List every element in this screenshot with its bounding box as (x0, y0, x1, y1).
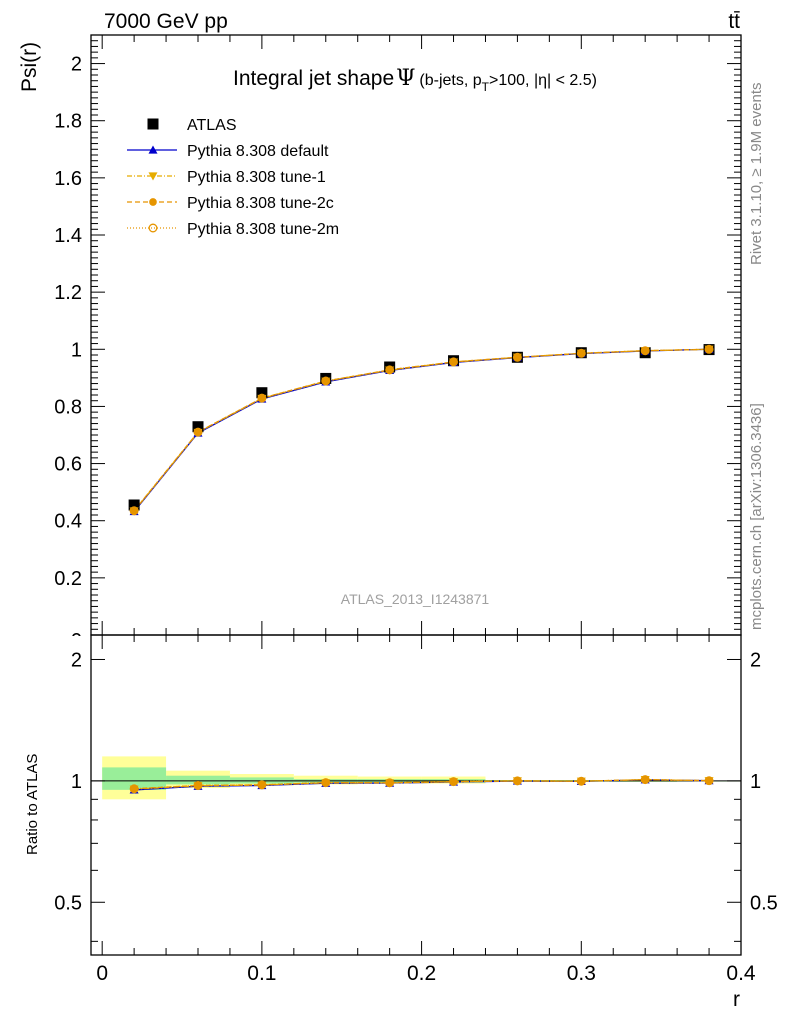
circle-marker (385, 366, 394, 374)
ratio-tick-label-right: 0.5 (750, 892, 778, 914)
y-tick-label: 1.2 (54, 282, 82, 304)
header-right: tt̄ (728, 10, 740, 33)
circle-marker (321, 377, 330, 385)
chart-title: Integral jet shapeΨ (b-jets, pT>100, |η| … (233, 66, 597, 94)
circle-marker (130, 506, 138, 515)
ratio-tick-label-right: 1 (750, 771, 761, 793)
x-tick-label: 0 (96, 962, 108, 985)
analysis-watermark: ATLAS_2013_I1243871 (341, 591, 490, 607)
open-circle-marker (449, 357, 459, 367)
circle-marker (641, 346, 650, 355)
open-circle-marker (704, 776, 714, 786)
legend-label: ATLAS (187, 117, 237, 134)
circle-marker (449, 777, 458, 786)
axis-ticks: 0 0.1 0.2 0.3 0.4 0.2 0.4 0.6 0.8 1 1.2 1.4 1.6 1.8 2 0… (54, 34, 778, 985)
y-axis-label: Psi(r) (18, 42, 41, 92)
open-circle-marker (385, 778, 395, 788)
y-tick-label: 0.8 (54, 396, 82, 418)
circle-marker (513, 353, 522, 362)
x-tick-label: 0.3 (567, 962, 596, 985)
circle-marker (194, 781, 202, 790)
square-marker (256, 387, 268, 399)
ratio-tick-label-left: 0.5 (54, 892, 82, 914)
circle-marker (449, 358, 458, 366)
circle-marker (258, 394, 266, 402)
open-circle-marker (129, 784, 139, 794)
legend-label: Pythia 8.308 tune-2c (187, 195, 334, 212)
circle-marker (130, 784, 138, 793)
triangle-up-marker (148, 145, 158, 154)
legend-label: Pythia 8.308 tune-2m (187, 221, 339, 238)
open-circle-marker (704, 344, 714, 354)
series-line (133, 348, 710, 512)
y-tick-label: 1.6 (54, 168, 82, 190)
open-circle-marker (193, 781, 203, 790)
data-markers (128, 344, 715, 794)
open-circle-marker (576, 776, 586, 786)
x-tick-label: 0.2 (407, 962, 436, 985)
y-zero-clip (60, 636, 90, 650)
open-circle-marker (193, 427, 203, 437)
open-circle-marker (640, 775, 650, 785)
circle-marker (705, 776, 713, 785)
ratio-band-stat (102, 767, 167, 790)
open-circle-marker (321, 778, 331, 788)
square-marker (128, 499, 140, 511)
square-marker (147, 118, 159, 130)
open-circle-marker (449, 777, 459, 787)
x-tick-label: 0.1 (247, 962, 276, 985)
x-axis-label: r (733, 988, 740, 1011)
y-tick-label: 1.4 (54, 225, 82, 247)
x-tick-label: 0.4 (726, 962, 756, 985)
triangle-down-marker (148, 172, 158, 181)
open-circle-marker (385, 365, 395, 375)
series-line (133, 348, 710, 512)
open-circle-marker (512, 352, 522, 362)
legend: ATLAS Pythia 8.308 default Pythia 8.308 tu… (127, 117, 339, 238)
y-tick-label: 0.2 (54, 568, 82, 590)
open-circle-marker (321, 376, 331, 386)
ratio-tick-label-right: 2 (750, 649, 761, 671)
ratio-panel-frame (90, 634, 742, 956)
mcplots-label: mcplots.cern.ch [arXiv:1306.3436] (748, 403, 765, 630)
mc-curves (133, 348, 710, 791)
circle-marker (577, 349, 586, 358)
series-ratio-line (134, 778, 710, 790)
open-circle-marker (512, 776, 522, 786)
circle-marker (321, 778, 330, 787)
legend-label: Pythia 8.308 default (187, 143, 329, 160)
open-circle-marker (257, 780, 267, 790)
ratio-tick-label-left: 2 (71, 649, 82, 671)
circle-marker (385, 778, 394, 787)
square-marker (192, 421, 204, 433)
ratio-tick-label-left: 1 (71, 771, 82, 793)
y-tick-label: 0.6 (54, 454, 82, 476)
open-circle-marker (148, 223, 158, 233)
open-circle-marker (257, 393, 267, 403)
circle-marker (705, 345, 713, 354)
circle-marker (513, 777, 522, 785)
y-tick-label: 0.4 (54, 511, 82, 533)
rivet-label: Rivet 3.1.10, ≥ 1.9M events (748, 83, 765, 266)
open-circle-marker (640, 346, 650, 356)
circle-marker (577, 777, 586, 786)
circle-marker (149, 198, 157, 206)
ratio-band-stat (166, 775, 230, 785)
series-line (133, 348, 710, 512)
y-tick-label: 1.8 (54, 111, 82, 133)
header-left: 7000 GeV pp (104, 10, 228, 33)
open-circle-marker (129, 506, 139, 516)
ratio-y-axis-label: Ratio to ATLAS (24, 754, 41, 855)
y-tick-label: 2 (71, 54, 82, 76)
legend-label: Pythia 8.308 tune-1 (187, 169, 326, 186)
circle-marker (194, 428, 202, 436)
open-circle-marker (576, 348, 586, 358)
circle-marker (258, 781, 266, 789)
series-line (133, 348, 710, 512)
y-tick-label: 1 (71, 339, 82, 361)
circle-marker (641, 775, 650, 784)
